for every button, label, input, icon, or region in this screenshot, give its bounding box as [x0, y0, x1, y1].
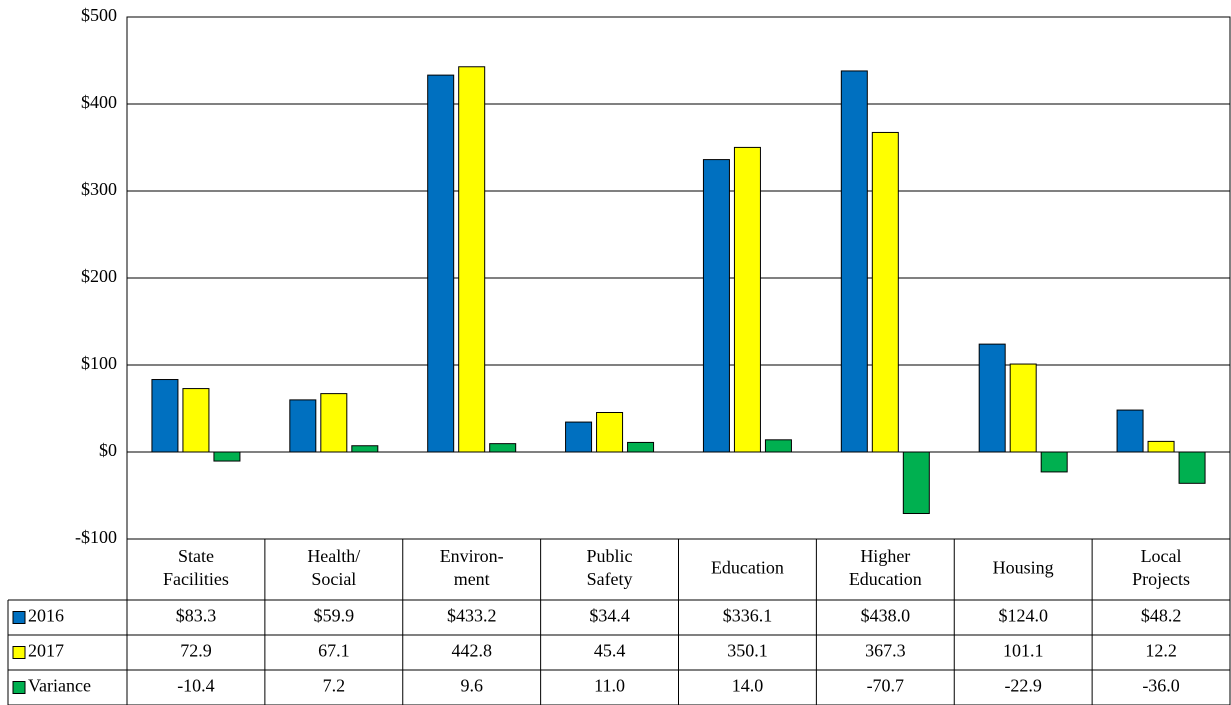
table-value: 7.2 — [323, 676, 346, 696]
table-value: $438.0 — [861, 606, 911, 626]
bar — [840, 70, 868, 453]
x-tick-label: Education — [849, 569, 922, 589]
table-value: 442.8 — [451, 641, 492, 661]
bar — [320, 393, 348, 453]
table-value: -70.7 — [867, 676, 905, 696]
table-value: -10.4 — [177, 676, 215, 696]
y-tick-label: $100 — [81, 353, 117, 373]
table-value: $59.9 — [314, 606, 355, 626]
x-tick-label: Education — [711, 558, 784, 578]
legend-label: Variance — [28, 676, 91, 696]
bar — [182, 388, 210, 453]
table-value: $83.3 — [176, 606, 217, 626]
table-value: 9.6 — [460, 676, 483, 696]
table-value: 367.3 — [865, 641, 906, 661]
bar — [565, 421, 593, 453]
bar — [213, 451, 241, 462]
bar — [978, 343, 1006, 453]
bar — [1147, 440, 1175, 453]
legend-label: 2016 — [28, 606, 64, 626]
x-tick-label: Public — [587, 546, 633, 566]
table-value: 12.2 — [1145, 641, 1177, 661]
bar — [871, 131, 899, 453]
x-tick-label: Health/ — [307, 546, 360, 566]
x-tick-label: Facilities — [163, 569, 229, 589]
legend-swatch — [12, 646, 26, 659]
table-value: 11.0 — [594, 676, 625, 696]
x-tick-label: State — [178, 546, 214, 566]
table-value: 101.1 — [1003, 641, 1044, 661]
bar — [151, 379, 179, 453]
bar — [427, 74, 455, 453]
bar — [1040, 451, 1068, 473]
bar — [902, 451, 930, 515]
x-tick-label: Projects — [1132, 569, 1190, 589]
y-tick-label: $500 — [81, 5, 117, 25]
legend-swatch — [12, 611, 26, 624]
x-tick-label: Housing — [993, 558, 1054, 578]
x-tick-label: ment — [454, 569, 490, 589]
bar — [596, 412, 624, 453]
bar — [489, 443, 517, 453]
table-value: $34.4 — [589, 606, 630, 626]
legend-label: 2017 — [28, 641, 64, 661]
table-value: $433.2 — [447, 606, 497, 626]
table-value: $48.2 — [1141, 606, 1182, 626]
table-value: 67.1 — [318, 641, 350, 661]
bar — [1178, 451, 1206, 484]
table-value: $124.0 — [998, 606, 1048, 626]
bar — [733, 146, 761, 453]
table-value: 14.0 — [732, 676, 764, 696]
bar — [458, 66, 486, 453]
x-tick-label: Safety — [587, 569, 633, 589]
table-value: 72.9 — [180, 641, 212, 661]
x-tick-label: Environ- — [440, 546, 504, 566]
x-tick-label: Local — [1141, 546, 1182, 566]
bar — [627, 441, 655, 453]
bar — [1116, 409, 1144, 453]
x-tick-label: Higher — [860, 546, 910, 566]
bar — [351, 445, 379, 453]
x-tick-label: Social — [311, 569, 356, 589]
legend-swatch — [12, 681, 26, 694]
table-value: 45.4 — [594, 641, 626, 661]
table-value: -36.0 — [1142, 676, 1180, 696]
bar — [1009, 363, 1037, 453]
y-tick-label: $300 — [81, 179, 117, 199]
y-tick-label: $0 — [99, 440, 117, 460]
bar — [702, 159, 730, 453]
y-tick-label: -$100 — [75, 527, 117, 547]
y-tick-label: $400 — [81, 92, 117, 112]
table-value: $336.1 — [723, 606, 773, 626]
table-value: 350.1 — [727, 641, 768, 661]
y-tick-label: $200 — [81, 266, 117, 286]
table-value: -22.9 — [1004, 676, 1042, 696]
bar — [764, 439, 792, 453]
bar — [289, 399, 317, 453]
